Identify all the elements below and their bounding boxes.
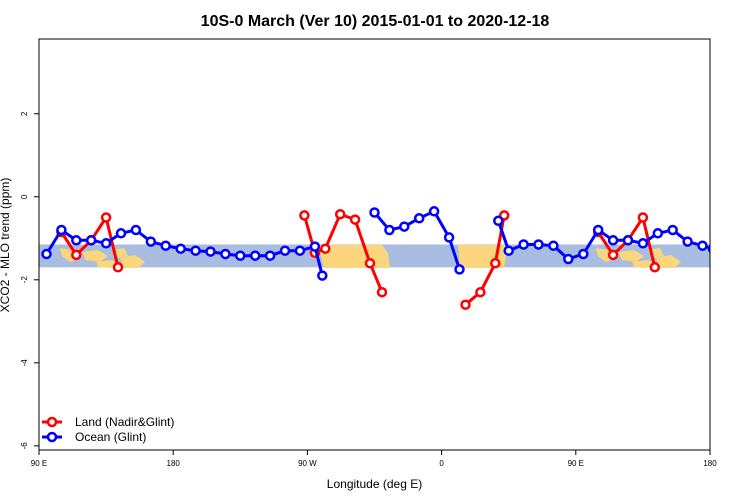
data-point-ocean (317, 270, 328, 281)
legend-marker-ocean (46, 431, 58, 443)
data-point-land (320, 243, 331, 254)
data-point-land (299, 210, 310, 221)
data-point-ocean (145, 236, 157, 247)
data-point-ocean (115, 228, 127, 239)
data-point-land (112, 262, 124, 273)
land-shape (112, 248, 128, 258)
y-axis-label: XCO2 - MLO trend (ppm) (0, 178, 12, 313)
data-point-ocean (56, 224, 67, 236)
data-point-ocean (220, 248, 231, 260)
x-tick-label: 180 (703, 459, 717, 468)
x-tick-label: 0 (439, 459, 444, 468)
data-point-ocean (607, 235, 619, 246)
data-point-land (475, 286, 486, 298)
data-point-ocean (454, 264, 465, 275)
data-point-ocean (309, 241, 321, 252)
series-line-ocean (496, 220, 710, 261)
land-shape (458, 245, 508, 268)
plot-area (39, 206, 710, 310)
data-point-ocean (369, 207, 380, 218)
data-point-ocean (85, 235, 97, 246)
series-ocean (41, 206, 710, 281)
data-point-ocean (667, 224, 678, 236)
data-point-ocean (697, 240, 708, 251)
data-point-ocean (518, 239, 529, 250)
data-point-ocean (399, 221, 410, 232)
chart-title: 10S-0 March (Ver 10) 2015-01-01 to 2020-… (201, 13, 550, 30)
x-axis-label: Longitude (deg E) (327, 477, 422, 491)
data-point-ocean (279, 245, 291, 256)
y-axis: 2 0 -2 -4 -6 (20, 111, 39, 449)
data-point-ocean (100, 238, 112, 249)
data-point-land (376, 286, 388, 298)
legend-marker-land (46, 416, 58, 428)
data-point-land (460, 299, 471, 310)
x-tick-label: 90 W (298, 459, 317, 468)
data-point-ocean (294, 245, 306, 256)
data-point-land (637, 212, 649, 223)
data-point-ocean (264, 250, 276, 261)
data-point-ocean (493, 215, 504, 227)
y-tick-label: 2 (20, 111, 29, 116)
data-point-land (364, 257, 376, 269)
land-shape (656, 255, 681, 268)
legend-label-ocean: Ocean (Glint) (75, 430, 146, 444)
data-point-ocean (71, 235, 82, 246)
data-point-ocean (130, 224, 142, 236)
y-tick-label: -6 (20, 442, 29, 450)
data-point-ocean (637, 238, 649, 249)
data-point-land (71, 249, 82, 261)
data-point-ocean (622, 235, 634, 246)
x-tick-label: 90 E (31, 459, 47, 468)
data-point-ocean (235, 250, 246, 261)
data-point-land (649, 262, 661, 273)
data-point-ocean (175, 243, 186, 254)
data-point-land (490, 257, 501, 269)
x-tick-label: 90 E (568, 459, 584, 468)
land-shape (618, 250, 644, 262)
data-point-ocean (533, 239, 544, 250)
data-point-ocean (578, 248, 589, 260)
data-point-ocean (682, 236, 693, 247)
data-point-land (349, 214, 361, 225)
data-point-ocean (41, 248, 52, 260)
data-point-ocean (548, 240, 559, 251)
data-point-land (607, 249, 619, 261)
data-point-ocean (652, 228, 664, 239)
x-tick-label: 180 (167, 459, 181, 468)
series-layer (41, 206, 710, 310)
data-point-ocean (190, 245, 201, 256)
data-point-land (334, 208, 346, 220)
data-point-ocean (249, 250, 261, 261)
legend-label-land: Land (Nadir&Glint) (75, 415, 174, 429)
land-shape (82, 250, 108, 262)
y-tick-label: -4 (20, 359, 29, 367)
data-point-ocean (563, 253, 574, 265)
x-axis: 90 E 180 90 W 0 90 E 180 (31, 450, 717, 468)
legend: Land (Nadir&Glint) Ocean (Glint) (42, 415, 174, 444)
data-point-ocean (503, 245, 514, 256)
data-point-ocean (413, 213, 425, 224)
data-point-ocean (205, 246, 216, 257)
data-point-ocean (384, 224, 395, 236)
plot-frame (38, 38, 711, 451)
data-point-ocean (160, 240, 171, 251)
y-tick-label: 0 (20, 194, 29, 199)
data-point-ocean (443, 232, 455, 243)
series-line-land (464, 215, 506, 306)
data-point-ocean (592, 224, 604, 236)
y-tick-label: -2 (20, 276, 29, 284)
data-point-ocean (428, 206, 440, 217)
land-shape (120, 255, 145, 268)
data-point-land (100, 212, 112, 223)
